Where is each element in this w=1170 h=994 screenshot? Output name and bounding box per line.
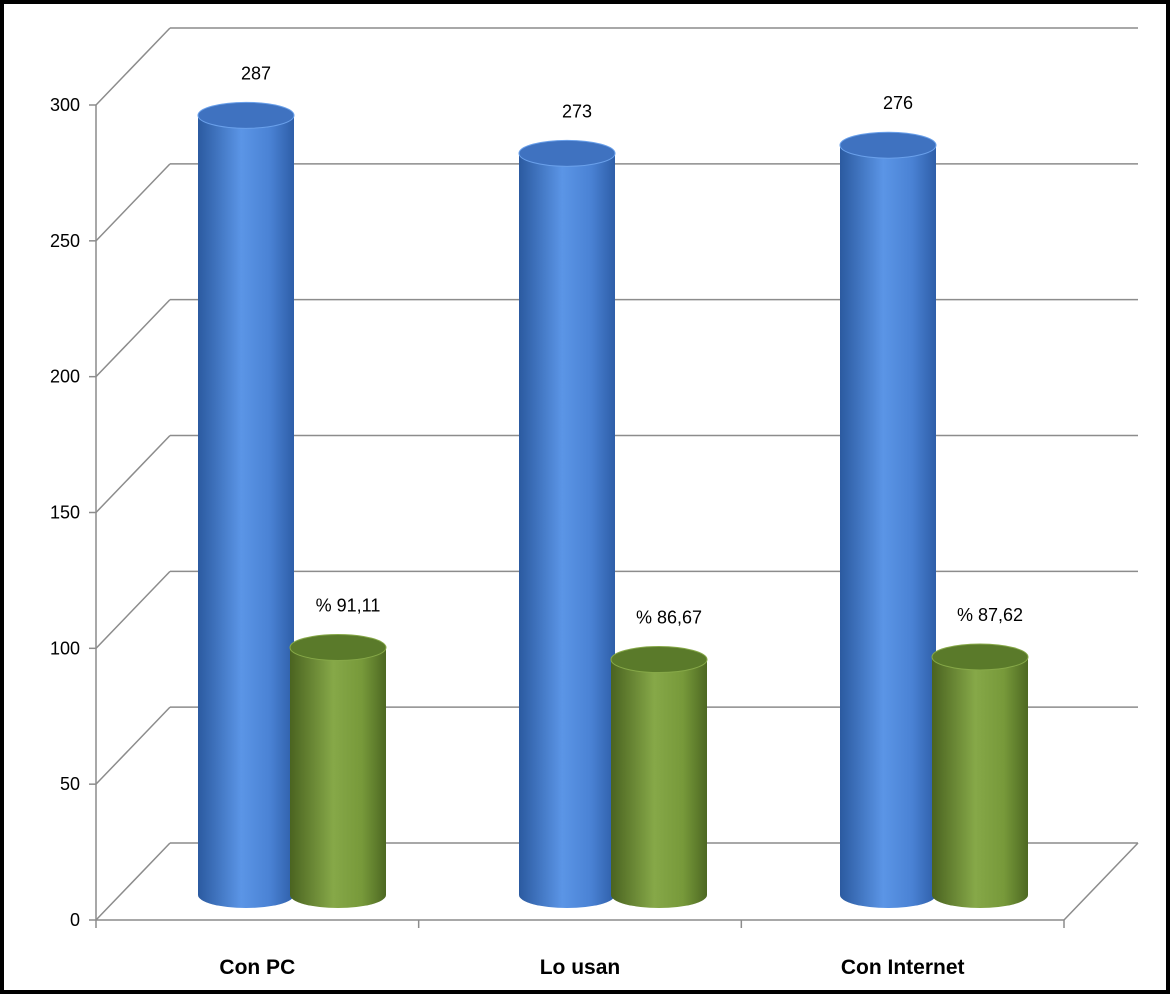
y-tick-label: 300 [50, 95, 80, 115]
cylinder-top [518, 139, 616, 167]
cylinder-body [611, 659, 707, 908]
category-label: Lo usan [540, 956, 621, 979]
cylinder-body [198, 115, 294, 909]
cylinder-bar-chart: 0 50 100 150 200 250 300 Con PC Lo usan Con Inter… [50, 27, 1139, 979]
gridline-depth [95, 570, 171, 649]
cylinder-body [519, 153, 615, 909]
data-label: 273 [562, 101, 592, 121]
cylinder-top [931, 643, 1029, 671]
gridline-depth [95, 706, 171, 785]
cylinder-body [840, 145, 936, 908]
cylinder-top [839, 131, 937, 159]
gridline-depth [95, 299, 171, 378]
data-label: % 87,62 [957, 605, 1023, 625]
y-tick-label: 250 [50, 231, 80, 251]
cylinder-body [290, 647, 386, 908]
category-label: Con PC [219, 956, 295, 979]
bar-0-2 [839, 131, 937, 908]
y-tick-label: 100 [50, 638, 80, 658]
cylinder-top [197, 101, 295, 129]
cylinder-top [610, 646, 708, 674]
gridline-depth [95, 163, 171, 242]
data-label: % 91,11 [316, 595, 381, 615]
bar-1-0 [289, 633, 387, 908]
y-tick-label: 200 [50, 367, 80, 387]
gridline-depth [95, 27, 171, 106]
y-tick-label: 150 [50, 503, 80, 523]
y-tick-label: 0 [70, 910, 80, 930]
bar-0-0 [197, 101, 295, 909]
gridline-depth [95, 434, 171, 514]
bar-1-2 [931, 643, 1029, 908]
data-label: % 86,67 [636, 608, 702, 628]
category-label: Con Internet [841, 956, 965, 979]
y-tick-label: 50 [60, 774, 80, 794]
bar-0-1 [518, 139, 616, 909]
data-label: 276 [883, 93, 913, 113]
bar-1-1 [610, 646, 708, 908]
cylinder-top [289, 633, 387, 661]
floor-edge [1063, 842, 1139, 921]
data-label: 287 [241, 63, 271, 83]
cylinder-body [932, 656, 1028, 908]
gridline-depth [95, 842, 171, 921]
